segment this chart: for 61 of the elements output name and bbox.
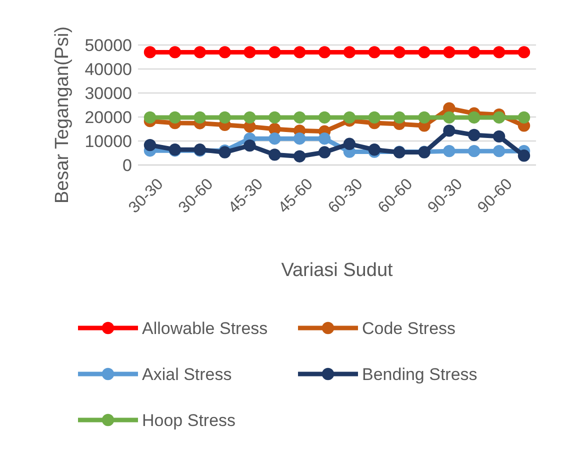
point bbox=[518, 111, 530, 124]
point bbox=[518, 46, 530, 58]
point bbox=[468, 46, 480, 58]
point bbox=[318, 111, 331, 124]
point bbox=[443, 46, 456, 58]
point bbox=[168, 46, 182, 58]
point bbox=[343, 46, 356, 58]
point bbox=[244, 111, 256, 124]
point bbox=[468, 111, 480, 124]
point bbox=[268, 111, 281, 124]
point bbox=[194, 46, 206, 58]
point bbox=[294, 111, 306, 124]
legend-label: Bending Stress bbox=[362, 364, 478, 384]
y-axis-title: Besar Tegangan(Psi) bbox=[52, 26, 73, 204]
point bbox=[343, 111, 356, 124]
x-axis-title: Variasi Sudut bbox=[281, 260, 394, 281]
point bbox=[443, 124, 456, 137]
point bbox=[244, 139, 256, 152]
point bbox=[418, 111, 430, 124]
point bbox=[268, 148, 281, 161]
point bbox=[518, 150, 530, 162]
point bbox=[393, 46, 406, 58]
point bbox=[368, 46, 380, 58]
point bbox=[294, 46, 306, 58]
y-tick-label: 10000 bbox=[84, 132, 132, 151]
point bbox=[218, 46, 231, 58]
point bbox=[294, 132, 306, 145]
point bbox=[294, 150, 306, 162]
point bbox=[443, 144, 456, 158]
legend-label: Code Stress bbox=[362, 318, 456, 338]
point bbox=[492, 130, 506, 143]
legend-label: Axial Stress bbox=[142, 364, 232, 384]
point bbox=[318, 146, 331, 158]
point bbox=[393, 111, 406, 124]
point bbox=[443, 111, 456, 124]
point bbox=[218, 111, 231, 124]
point bbox=[468, 128, 480, 142]
y-tick-label: 0 bbox=[122, 156, 132, 175]
point bbox=[368, 111, 380, 124]
point bbox=[268, 46, 281, 58]
point bbox=[194, 111, 206, 124]
y-tick-label: 40000 bbox=[84, 60, 132, 79]
legend-label: Hoop Stress bbox=[142, 410, 236, 430]
point bbox=[244, 46, 256, 58]
point bbox=[168, 111, 182, 124]
point bbox=[492, 111, 506, 124]
point bbox=[318, 132, 331, 145]
y-tick-label: 50000 bbox=[84, 36, 132, 55]
point bbox=[144, 138, 156, 152]
y-tick-label: 30000 bbox=[84, 84, 132, 103]
point bbox=[468, 144, 480, 158]
point bbox=[418, 46, 430, 58]
legend-label: Allowable Stress bbox=[142, 318, 268, 338]
y-tick-label: 20000 bbox=[84, 108, 132, 127]
point bbox=[318, 46, 331, 58]
point bbox=[492, 144, 506, 158]
point bbox=[144, 111, 156, 124]
point bbox=[268, 132, 281, 145]
point bbox=[492, 46, 506, 58]
point bbox=[144, 46, 156, 58]
point bbox=[343, 138, 356, 150]
